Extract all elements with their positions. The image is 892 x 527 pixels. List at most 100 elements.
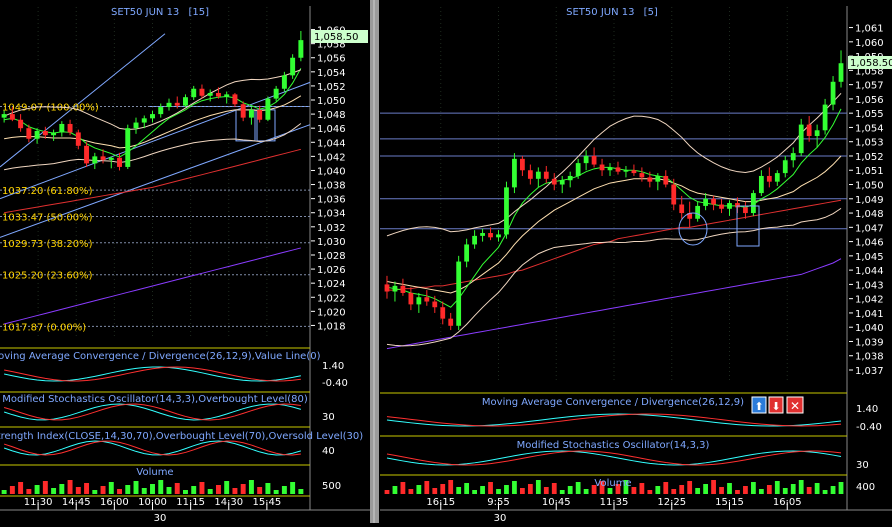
right-volume-bar (743, 486, 748, 494)
right-candle-body (647, 177, 653, 182)
fib-level-label: 1025.20 (23.60%) (2, 271, 93, 282)
right-candle-body (838, 63, 844, 82)
left-volume-bar (215, 485, 221, 494)
right-candle-body (384, 284, 390, 292)
left-stoch-title: Modified Stochastics Oscillator(14,3,3),… (2, 394, 308, 405)
left-volume-bar (191, 486, 197, 494)
right-last-price-tag: 1,058.50 (850, 58, 892, 69)
right-candle-body (424, 297, 430, 302)
right-box-annotation (736, 205, 760, 247)
left-ma-long-line (3, 247, 302, 325)
left-candle-body (265, 98, 271, 120)
left-volume-bar (166, 487, 172, 494)
left-volume-bar (117, 489, 122, 494)
right-y-tick-label: 1,040 (855, 323, 884, 334)
left-candle-body (125, 128, 131, 167)
right-volume-tick: 400 (856, 482, 875, 493)
left-volume-bar (26, 489, 32, 494)
right-candle-body (703, 198, 708, 206)
left-macd-tick-1: -0.40 (322, 378, 348, 389)
left-candle-body (191, 88, 197, 98)
left-volume-bar (248, 480, 254, 494)
left-x-tick-label: 14:30 (214, 497, 243, 508)
left-y-tick-label: 1,056 (317, 54, 346, 65)
right-y-tick-label: 1,052 (855, 152, 884, 163)
right-chart[interactable]: 1,0611,0601,0591,0581,0571,0561,0551,054… (380, 6, 892, 524)
right-x-tick-label: 16:05 (773, 497, 802, 508)
right-y-tick-label: 1,055 (855, 109, 884, 120)
left-indicator-line-a (3, 440, 302, 456)
right-indicator-panels (384, 413, 844, 494)
left-y-tick-label: 1,028 (317, 251, 346, 262)
left-candle-body (51, 132, 57, 136)
left-chart[interactable]: 1049.07 (100.00%) 1037.20 (61.80%) 1033.47… (0, 6, 370, 524)
right-candle-body (575, 163, 581, 176)
right-ma-mid-line (386, 155, 842, 294)
left-x-tick-label: 14:45 (62, 497, 91, 508)
right-y-tick-label: 1,043 (855, 280, 884, 291)
arrow-up-icon: ⬆ (754, 400, 763, 413)
right-volume-bar (440, 484, 446, 494)
right-stoch-tick: 30 (856, 460, 869, 471)
move-down-button[interactable] (768, 396, 784, 414)
right-candle-body (631, 170, 637, 174)
left-candle-body (298, 40, 304, 58)
right-y-tick-label: 1,042 (855, 295, 884, 306)
right-y-tick-label: 1,038 (855, 352, 884, 363)
right-y-tick-label: 1,046 (855, 238, 884, 249)
move-up-button[interactable] (751, 396, 767, 414)
right-volume-bar (814, 483, 820, 494)
left-volume-bar (51, 488, 57, 494)
right-volume-bar (639, 483, 645, 494)
right-candle-body (559, 180, 565, 185)
right-volume-bar (719, 487, 724, 494)
left-candle-body (273, 88, 279, 99)
right-upper-band-line (386, 92, 842, 237)
left-volume-bar (1, 490, 7, 494)
right-candle-body (543, 171, 549, 179)
right-volume-bar (838, 482, 844, 494)
left-y-tick-label: 1,052 (317, 82, 346, 93)
left-candle-body (42, 131, 48, 136)
left-x-tick-label: 15:45 (252, 497, 281, 508)
left-candle-body (174, 102, 180, 106)
left-candle-body (67, 123, 73, 133)
close-indicator-button[interactable] (786, 396, 804, 414)
right-volume-bar (408, 489, 414, 494)
right-macd-tick-0: 1.40 (856, 404, 878, 415)
right-candle-body (806, 124, 812, 137)
left-indicator-line-b (3, 440, 301, 456)
left-candle-body (207, 92, 213, 96)
right-x-tick-label: 10:45 (542, 497, 571, 508)
right-candle-body (527, 170, 533, 179)
right-candle-body (727, 203, 732, 209)
right-candle-body (535, 171, 541, 179)
left-volume-bar (232, 488, 238, 494)
right-volume-bar (535, 480, 541, 494)
right-volume-bar (703, 484, 708, 494)
left-volume-title: Volume (136, 467, 173, 478)
right-candle-body (774, 173, 780, 182)
right-chart-title: SET50 JUN 13 [5] (566, 7, 658, 18)
right-candle-body (711, 198, 716, 205)
left-volume-bar (92, 490, 98, 494)
right-candle-body (448, 318, 454, 326)
right-stoch-title: Modified Stochastics Oscillator(14,3,3) (517, 440, 710, 451)
right-volume-bar (822, 490, 828, 494)
right-candle-body (623, 170, 629, 172)
right-candle-body (440, 307, 446, 319)
right-candle-body (464, 244, 470, 262)
left-volume-bar (34, 485, 40, 494)
left-candle-body (133, 122, 139, 129)
right-indicator-line-b (386, 450, 842, 466)
right-volume-bar (583, 489, 589, 494)
right-candle-body (766, 175, 772, 182)
left-volume-bar (183, 490, 188, 494)
left-volume-bar (265, 483, 271, 494)
right-volume-bar (424, 481, 430, 494)
left-candle-body (183, 97, 188, 106)
left-volume-bar (9, 486, 15, 494)
left-ma-slow-line (4, 148, 302, 214)
left-volume-bar (273, 490, 279, 494)
left-chart-title: SET50 JUN 13 [15] (111, 7, 209, 18)
